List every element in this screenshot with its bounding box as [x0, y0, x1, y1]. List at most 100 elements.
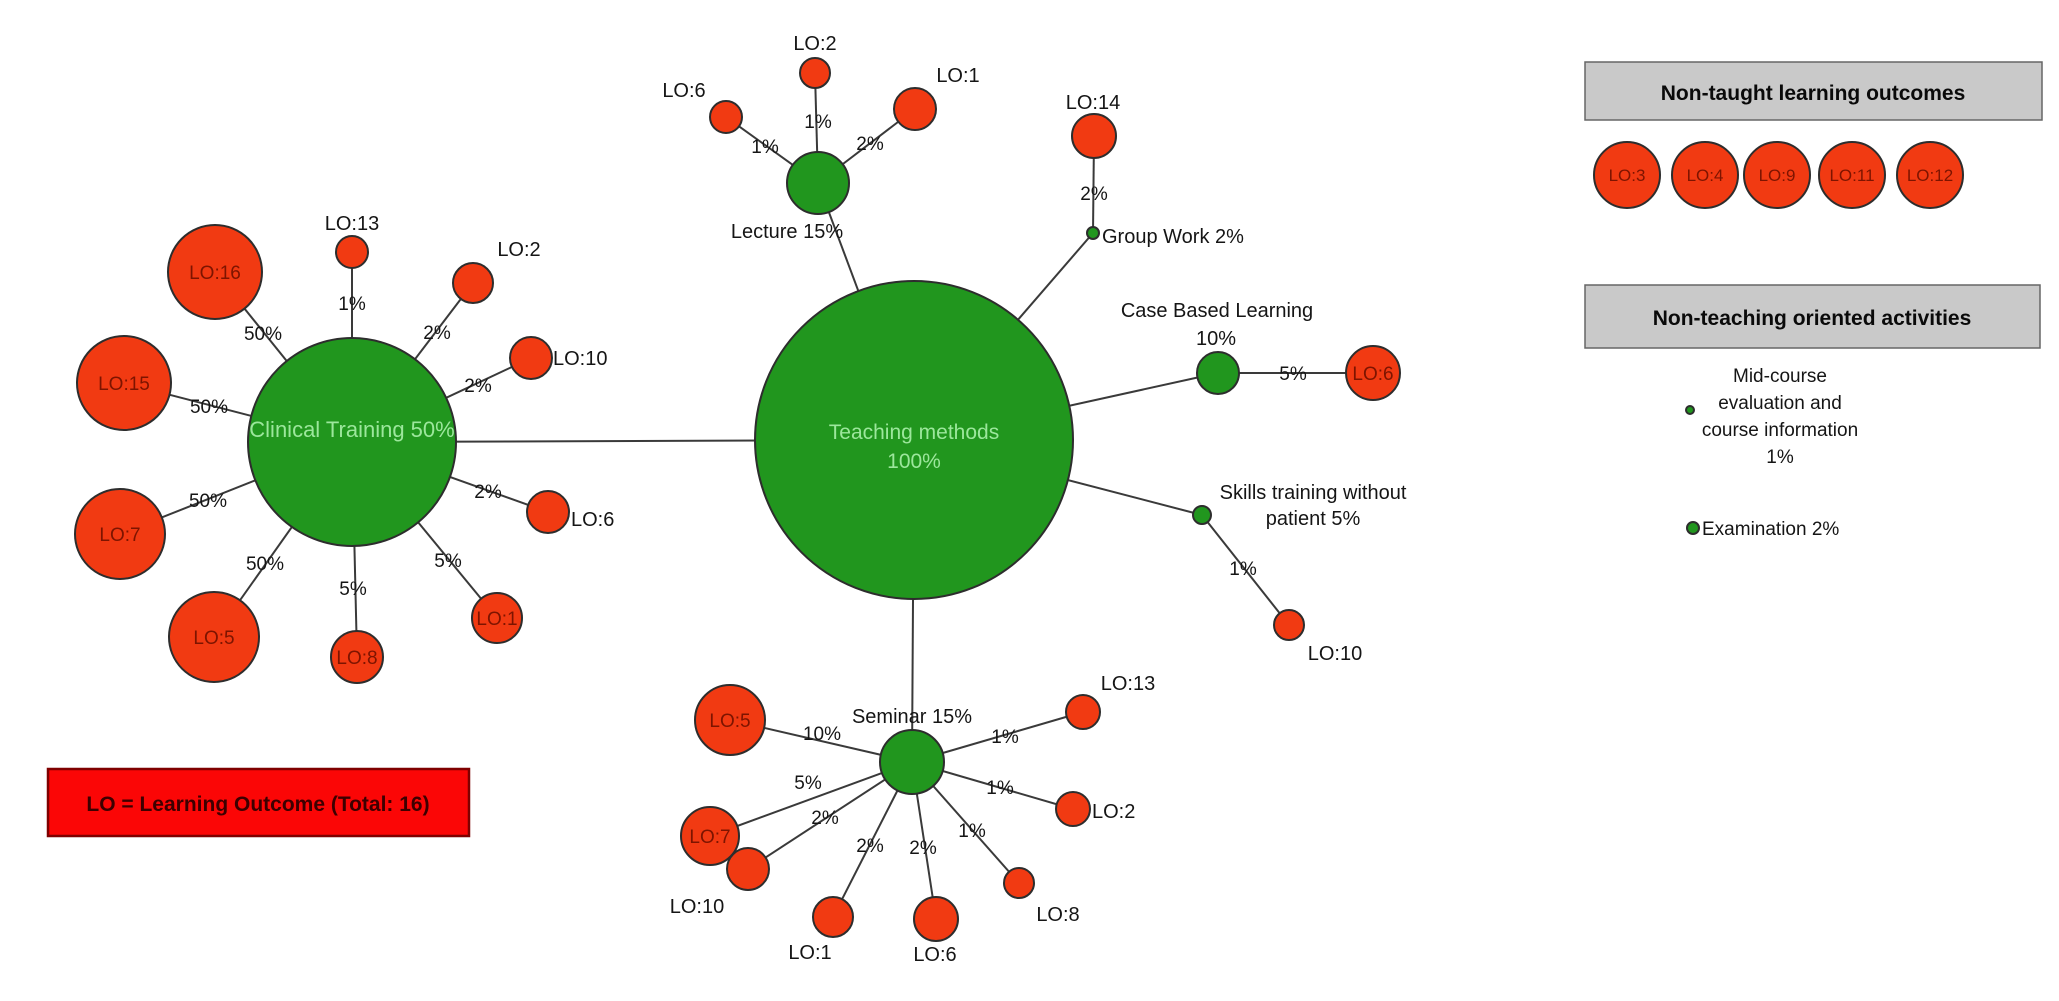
edge-pct-label: 10%: [803, 724, 841, 745]
edge-pct-label: 2%: [464, 376, 492, 397]
mid-course-line4: 1%: [1766, 447, 1794, 468]
lo-node: [709, 100, 743, 134]
lo-node-label: LO:10: [553, 348, 607, 370]
non-teaching-header-box: [1584, 284, 2041, 349]
case-based-circle: [1196, 351, 1240, 395]
lo-node: [1743, 141, 1811, 209]
lo-node-label: LO:14: [1066, 92, 1120, 114]
teaching-methods-circle: [754, 280, 1074, 600]
edge-pct-label: 50%: [244, 324, 282, 345]
lo-node-label: LO:1: [476, 609, 517, 630]
legend: LO = Learning Outcome (Total: 16): [46, 767, 471, 838]
group-work-label: Group Work 2%: [1102, 226, 1244, 248]
lo-node: [1055, 791, 1091, 827]
lo-node-label: LO:8: [1036, 904, 1079, 926]
lo-node-label: LO:3: [1609, 166, 1646, 185]
skills-training-dot: [1192, 505, 1212, 525]
lo-node: [330, 630, 384, 684]
edge-pct-label: 50%: [246, 554, 284, 575]
lo-node: [168, 591, 260, 683]
lo-node: [799, 57, 831, 89]
skills-training-cluster: Skills training without patient 5% LO:10…: [1192, 482, 1407, 665]
lo-node: [913, 896, 959, 942]
lo-node: [471, 592, 523, 644]
seminar-label: Seminar 15%: [852, 706, 972, 728]
legend-box: [46, 767, 471, 838]
lo-node: [726, 847, 770, 891]
edge-pct-label: 2%: [856, 134, 884, 155]
non-taught-header-box: [1584, 61, 2043, 121]
lo-node-label: LO:2: [497, 239, 540, 261]
edge-pct-label: 2%: [856, 836, 884, 857]
edge-pct-label: 1%: [986, 778, 1014, 799]
case-based-learning-cluster: Case Based Learning 10% LO:6 5%: [1121, 300, 1401, 401]
lo-node: [1818, 141, 1886, 209]
lo-node: [1273, 609, 1305, 641]
lecture-circle: [786, 151, 850, 215]
lo-node-label: LO:10: [670, 896, 724, 918]
edge-pct-label: 2%: [909, 838, 937, 859]
edge-seminar-lo7: [709, 761, 913, 837]
lo-node-label: LO:12: [1907, 166, 1953, 185]
skills-training-label-line1: Skills training without: [1220, 482, 1407, 504]
lo-node: [893, 87, 937, 131]
edge-pct-label: 2%: [1080, 184, 1108, 205]
lo-node: [509, 336, 553, 380]
seminar-circle: [879, 729, 945, 795]
lo-node-label: LO:1: [936, 65, 979, 87]
lo-node-label: LO:4: [1687, 166, 1724, 185]
lo-node: [680, 806, 740, 866]
lo-node: [1071, 113, 1117, 159]
lecture-label: Lecture 15%: [731, 221, 844, 243]
lo-node: [1003, 867, 1035, 899]
clinical-training-label: Clinical Training 50%: [249, 417, 454, 442]
examination-dot: [1686, 521, 1700, 535]
group-work-dot: [1086, 226, 1100, 240]
lo-node: [694, 684, 766, 756]
skills-training-label-line2: patient 5%: [1266, 508, 1361, 530]
lo-node: [167, 224, 263, 320]
non-taught-panel: Non-taught learning outcomes LO:3 LO:4 L…: [1584, 61, 2043, 209]
edge-pct-label: 1%: [1229, 559, 1257, 580]
legend-label: LO = Learning Outcome (Total: 16): [86, 793, 429, 816]
lo-node: [1345, 345, 1401, 401]
edge-pct-label: 1%: [991, 727, 1019, 748]
lo-node-label: LO:11: [1829, 166, 1874, 185]
lo-node-label: LO:9: [1759, 166, 1796, 185]
non-taught-header-label: Non-taught learning outcomes: [1661, 82, 1966, 105]
lo-node-label: LO:13: [325, 213, 379, 235]
lo-node: [812, 896, 854, 938]
mid-course-line1: Mid-course: [1733, 366, 1827, 387]
edge-pct-label: 5%: [794, 773, 822, 794]
lo-node-label: LO:10: [1308, 643, 1362, 665]
examination-label: Examination 2%: [1702, 519, 1839, 540]
lo-node-label: LO:2: [793, 33, 836, 55]
lo-node-label: LO:5: [193, 628, 234, 649]
lo-node-label: LO:16: [189, 263, 241, 284]
mid-course-dot: [1685, 405, 1695, 415]
lo-node: [452, 262, 494, 304]
edge-skills-lo10: [1201, 514, 1290, 626]
lo-node: [526, 490, 570, 534]
mid-course-line3: course information: [1702, 420, 1858, 441]
non-teaching-header-label: Non-teaching oriented activities: [1653, 307, 1972, 330]
edge-pct-label: 1%: [338, 294, 366, 315]
lo-node-label: LO:15: [98, 374, 150, 395]
teaching-methods-pct: 100%: [887, 450, 941, 473]
lo-node: [76, 335, 172, 431]
case-based-label: Case Based Learning: [1121, 300, 1313, 322]
lo-node-label: LO:8: [336, 648, 377, 669]
edge-pct-label: 1%: [751, 137, 779, 158]
lo-node: [335, 235, 369, 269]
edge-pct-label: 1%: [958, 821, 986, 842]
teaching-methods-label: Teaching methods: [829, 421, 999, 444]
lo-node-label: LO:6: [1352, 364, 1393, 385]
lo-node-label: LO:6: [662, 80, 705, 102]
edge-pct-label: 50%: [190, 397, 228, 418]
edge-pct-label: 5%: [339, 579, 367, 600]
lo-node-label: LO:1: [788, 942, 831, 964]
group-work-cluster: Group Work 2% LO:14 2%: [1066, 92, 1244, 248]
edge-pct-label: 2%: [811, 808, 839, 829]
